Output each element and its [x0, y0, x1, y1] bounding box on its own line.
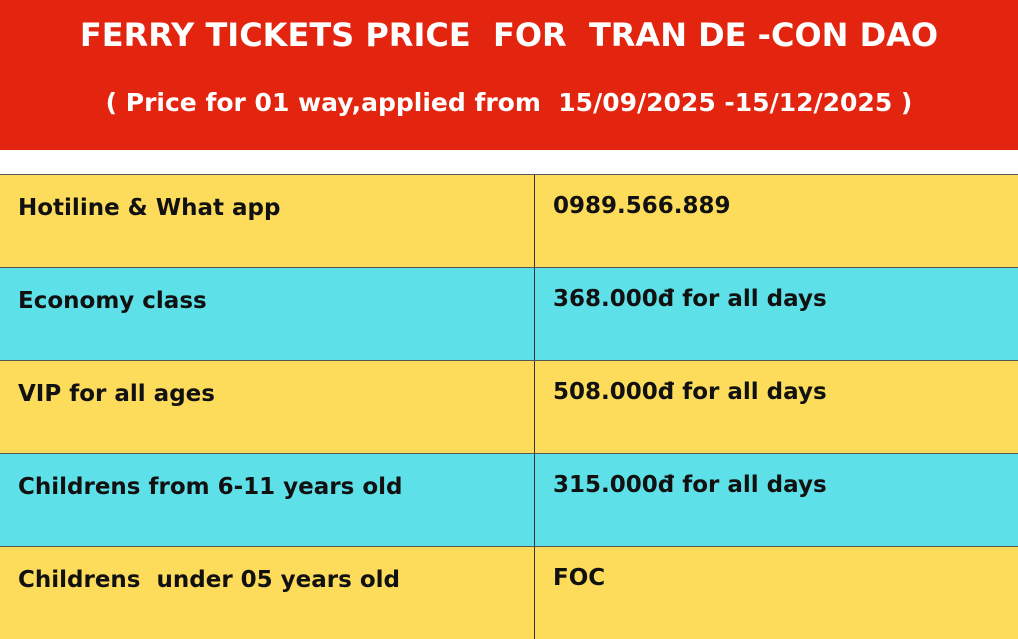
label-cell: Hotiline & What app: [0, 175, 535, 267]
price-cell: 0989.566.889: [553, 193, 731, 219]
table-row: Childrens from 6-11 years old 315.000đ fo…: [0, 453, 1018, 546]
price-table: Hotiline & What app 0989.566.889 Economy c…: [0, 174, 1018, 639]
header: FERRY TICKETS PRICE FOR TRAN DE -CON DAO…: [0, 0, 1018, 150]
price-cell: 368.000đ for all days: [553, 286, 827, 312]
label-cell: VIP for all ages: [0, 361, 535, 453]
label-cell: Economy class: [0, 268, 535, 360]
label-cell: Childrens from 6-11 years old: [0, 454, 535, 546]
table-row: Childrens under 05 years old FOC: [0, 546, 1018, 639]
table-row: Hotiline & What app 0989.566.889: [0, 174, 1018, 267]
subtitle: ( Price for 01 way,applied from 15/09/20…: [105, 88, 913, 117]
price-cell: FOC: [553, 565, 606, 591]
table-row: VIP for all ages 508.000đ for all days: [0, 360, 1018, 453]
label-cell: Childrens under 05 years old: [0, 547, 535, 639]
price-cell: 315.000đ for all days: [553, 472, 827, 498]
title: FERRY TICKETS PRICE FOR TRAN DE -CON DAO: [79, 16, 939, 54]
table-row: Economy class 368.000đ for all days: [0, 267, 1018, 360]
price-cell: 508.000đ for all days: [553, 379, 827, 405]
